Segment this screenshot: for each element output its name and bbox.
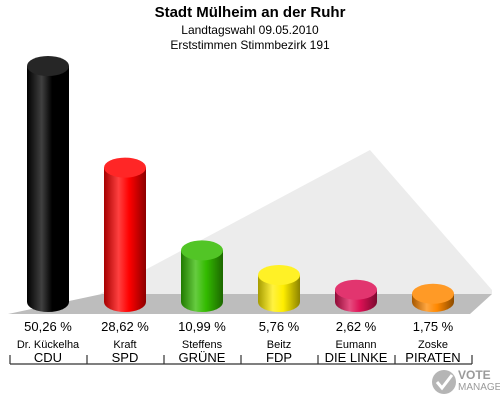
party-label: DIE LINKE <box>324 350 388 365</box>
party-label: PIRATEN <box>405 350 461 365</box>
value-label: 1,75 % <box>412 319 454 334</box>
bar-spd <box>104 157 146 312</box>
candidate-label: Eumann <box>335 339 377 351</box>
watermark-line1: VOTE <box>458 368 491 382</box>
chart-title: Stadt Mülheim an der Ruhr <box>154 4 346 21</box>
candidate-label: Dr. Kückelha <box>16 339 80 351</box>
bar-piraten <box>412 283 454 312</box>
chart-subtitle-election: Landtagswahl 09.05.2010 <box>181 23 319 37</box>
candidate-label: Beitz <box>266 339 292 351</box>
candidate-label: Kraft <box>113 339 137 351</box>
bar-cdu <box>27 56 69 312</box>
bar-die-linke <box>335 279 377 312</box>
candidate-label: Zoske <box>418 339 448 351</box>
value-label: 5,76 % <box>258 319 300 334</box>
party-label: GRÜNE <box>178 350 226 365</box>
bar-fdp <box>258 264 300 312</box>
value-label: 28,62 % <box>101 319 149 334</box>
value-label: 50,26 % <box>24 319 72 334</box>
candidate-label: Steffens <box>181 339 223 351</box>
party-label: FDP <box>266 350 292 365</box>
value-label: 10,99 % <box>178 319 226 334</box>
party-label: SPD <box>111 350 139 365</box>
watermark-line2: MANAGER <box>458 382 500 393</box>
bar-grüne <box>181 240 223 312</box>
chart-subtitle-district: Erststimmen Stimmbezirk 191 <box>170 38 330 52</box>
value-label: 2,62 % <box>335 319 377 334</box>
category-axis <box>9 355 473 365</box>
vote-manager-logo <box>432 370 456 394</box>
party-label: CDU <box>33 350 63 365</box>
